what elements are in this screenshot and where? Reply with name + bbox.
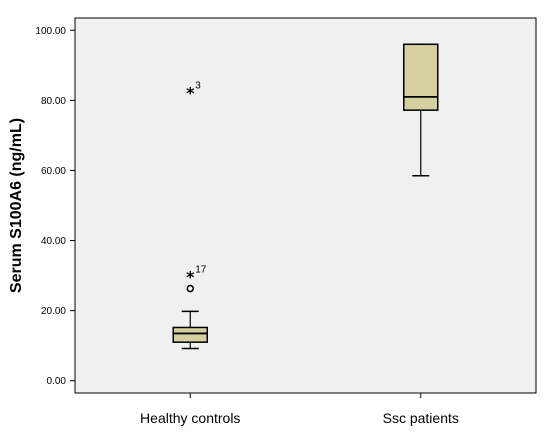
box-ssc-patients <box>403 43 439 177</box>
outlier-label: 17 <box>195 264 207 275</box>
outlier-point <box>186 284 194 293</box>
x-axis: Healthy controls Ssc patients <box>140 393 459 426</box>
x-category-label: Healthy controls <box>140 410 240 426</box>
iqr-box <box>172 326 208 343</box>
outlier-label: 3 <box>195 80 201 91</box>
y-tick-label: 20.00 <box>41 306 66 317</box>
extreme-point: * <box>186 267 195 286</box>
plot-area <box>74 17 537 394</box>
extreme-point: * <box>186 83 195 102</box>
x-category-label: Ssc patients <box>383 410 459 426</box>
box-series: * 17* 3 <box>172 43 439 350</box>
y-tick-label: 40.00 <box>41 236 66 247</box>
y-axis-label: Serum S100A6 (ng/mL) <box>8 118 25 293</box>
y-tick-label: 100.00 <box>35 26 66 37</box>
y-axis: 0.00 20.00 40.00 60.00 80.00 100.00 <box>35 26 75 387</box>
box-healthy-controls: * 17* 3 <box>172 80 208 350</box>
y-tick-label: 80.00 <box>41 96 66 107</box>
y-tick-label: 60.00 <box>41 166 66 177</box>
iqr-box <box>403 43 439 111</box>
y-tick-label: 0.00 <box>47 376 67 387</box>
